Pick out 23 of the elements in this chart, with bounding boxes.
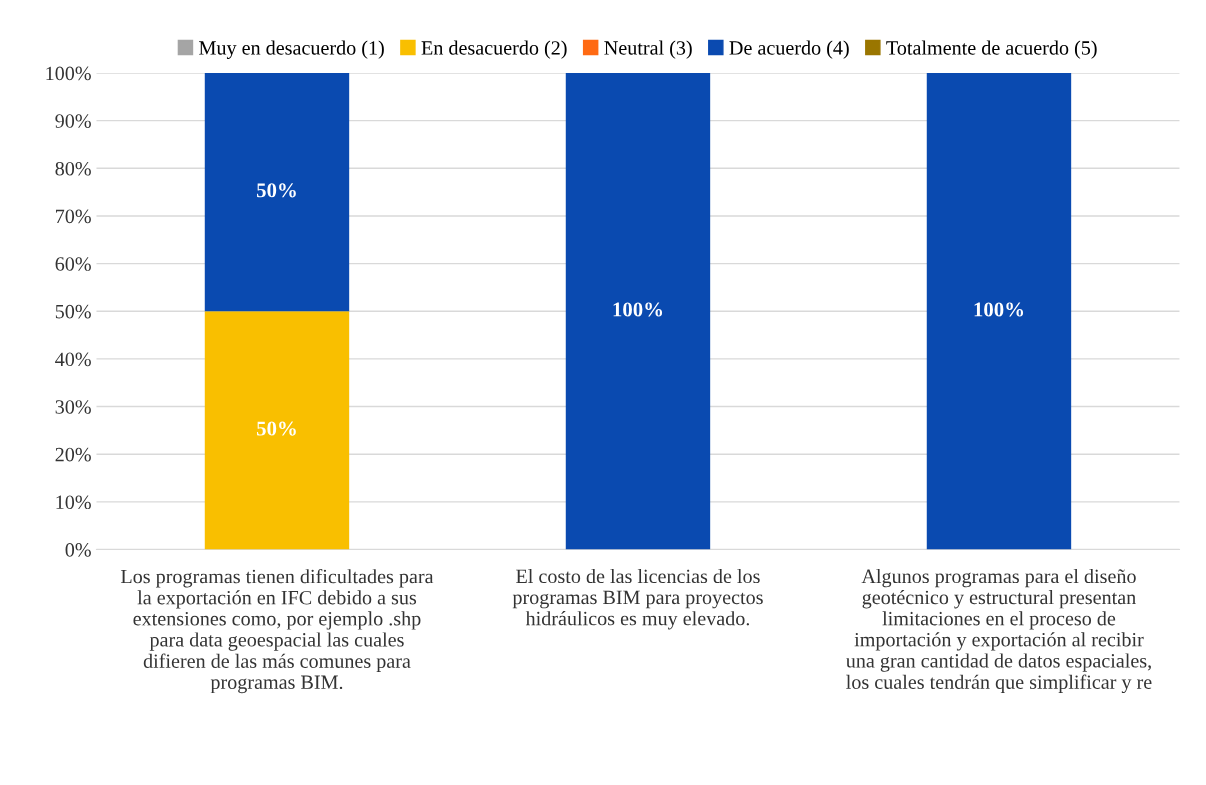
legend-label: Neutral (3)	[604, 40, 692, 59]
data-label: 50%	[256, 183, 296, 198]
y-tick-label: 10%	[56, 495, 91, 510]
y-tick-label: 100%	[46, 66, 91, 81]
legend-label: De acuerdo (4)	[729, 40, 849, 59]
y-tick-label: 60%	[55, 257, 91, 271]
y-tick-label: 20%	[55, 447, 91, 462]
y-tick-label: 0%	[65, 543, 91, 557]
data-label: 50%	[256, 421, 296, 436]
y-tick-label: 70%	[56, 209, 91, 224]
y-tick-label: 80%	[55, 161, 91, 176]
legend-label: Totalmente de acuerdo (5)	[886, 40, 1097, 59]
y-tick-label: 30%	[55, 400, 91, 414]
y-tick-label: 90%	[55, 114, 91, 128]
legend-label: En desacuerdo (2)	[421, 40, 567, 59]
y-tick-label: 40%	[55, 352, 91, 367]
legend-label: Muy en desacuerdo (1)	[199, 40, 384, 59]
x-tick-label: El costo de las licencias de los programas BIM para proyectos hidráulicos es muy elevado.	[512, 568, 763, 630]
x-tick-label: Algunos programas para el diseño geotécnico y estructural presentan limitaciones en el proceso de importación y exportación al recibir una gran cantidad de datos espaciales, los cuales tendrán que simplificar y re	[846, 568, 1152, 694]
data-label: 100%	[613, 302, 663, 317]
y-tick-label: 50%	[55, 304, 91, 319]
x-tick-label: Los programas tienen dificultades para la exportación en IFC debido a sus extensiones como, por ejemplo .shp para data geoespacial las cuales difieren de las más comunes para programas BIM.	[120, 568, 434, 694]
data-label: 100%	[974, 302, 1024, 317]
